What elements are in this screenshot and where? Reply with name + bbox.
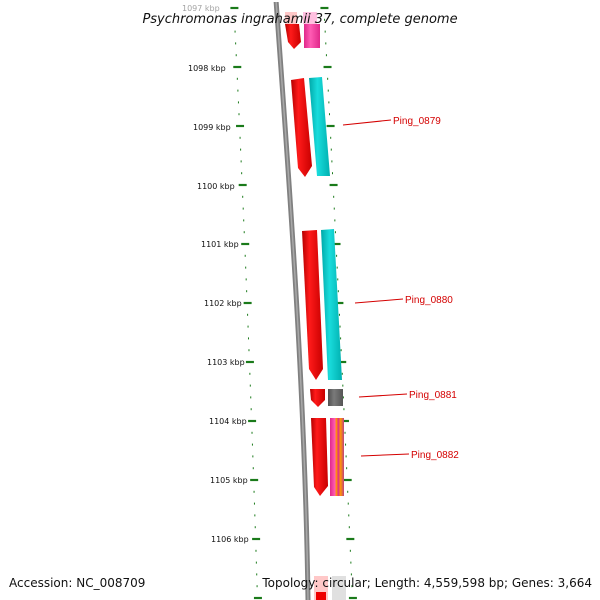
gene-bar[interactable] bbox=[330, 418, 344, 496]
gene-bar[interactable] bbox=[309, 77, 330, 176]
kbp-label: 1101 kbp bbox=[201, 240, 239, 249]
top-features bbox=[285, 12, 320, 49]
faded-feature bbox=[285, 12, 297, 24]
kbp-label: 1099 kbp bbox=[193, 123, 231, 132]
ruler-labels: 1097 kbp 1098 kbp 1099 kbp 1100 kbp 1101… bbox=[182, 4, 249, 544]
gene-feature-top[interactable] bbox=[304, 24, 320, 48]
cds-arrow[interactable] bbox=[311, 418, 328, 496]
cds-arrow-top[interactable] bbox=[285, 24, 301, 49]
kbp-label: 1098 kbp bbox=[188, 64, 226, 73]
cds-arrow-bottom[interactable] bbox=[316, 592, 326, 600]
genome-backbone-highlight bbox=[275, 0, 309, 600]
gene-label-ping-0879[interactable]: Ping_0879 bbox=[393, 116, 441, 127]
gene-label-lines bbox=[342, 119, 410, 457]
kbp-label: 1100 kbp bbox=[197, 182, 235, 191]
gene-bar[interactable] bbox=[321, 229, 342, 380]
gene-ping-0879[interactable] bbox=[291, 77, 330, 177]
bottom-features bbox=[314, 576, 346, 600]
gene-label-ping-0880[interactable]: Ping_0880 bbox=[405, 295, 453, 306]
title-backing bbox=[0, 0, 600, 2]
leader-line bbox=[342, 119, 392, 126]
faded-feature bbox=[303, 12, 317, 24]
ruler-ticks-right bbox=[320, 6, 357, 600]
gene-ping-0880[interactable] bbox=[302, 229, 342, 380]
kbp-label: 1103 kbp bbox=[207, 358, 245, 367]
kbp-label: 1106 kbp bbox=[211, 535, 249, 544]
ruler-ticks-left bbox=[230, 6, 262, 600]
kbp-label: 1097 kbp bbox=[182, 4, 220, 13]
leader-line bbox=[354, 298, 404, 304]
gene-ping-0882[interactable] bbox=[311, 418, 344, 496]
faded-feature bbox=[332, 576, 346, 600]
cds-arrow[interactable] bbox=[310, 389, 325, 407]
kbp-label: 1102 kbp bbox=[204, 299, 242, 308]
pseudo-feature[interactable] bbox=[328, 389, 343, 406]
leader-line bbox=[360, 453, 410, 457]
genome-stats-text: Topology: circular; Length: 4,559,598 bp… bbox=[261, 576, 592, 590]
gene-ping-0881[interactable] bbox=[310, 389, 343, 407]
gene-label-ping-0882[interactable]: Ping_0882 bbox=[411, 450, 459, 461]
cds-arrow[interactable] bbox=[291, 78, 312, 177]
gene-label-ping-0881[interactable]: Ping_0881 bbox=[409, 390, 457, 401]
cds-arrow[interactable] bbox=[302, 230, 323, 380]
accession-text: Accession: NC_008709 bbox=[9, 576, 145, 590]
kbp-label: 1105 kbp bbox=[210, 476, 248, 485]
genome-title: Psychromonas ingrahamii 37, complete gen… bbox=[142, 12, 457, 27]
kbp-label: 1104 kbp bbox=[209, 417, 247, 426]
leader-line bbox=[358, 393, 408, 398]
